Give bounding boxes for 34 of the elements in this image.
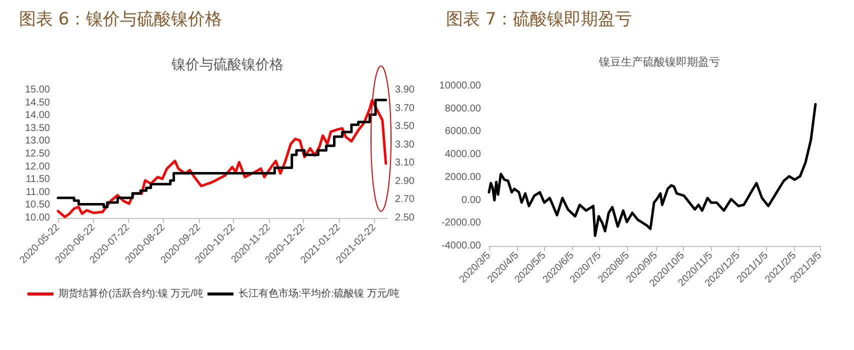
y-tick-label: 11.00 [26, 186, 50, 198]
y2-tick-label: 3.10 [395, 158, 415, 169]
y-tick-label: 10000.00 [439, 80, 482, 92]
chart-title: 图表 6：镍价与硫酸镍价格 [19, 10, 222, 30]
legend-label: 长江有色市场:平均价:硫酸镍 万元/吨 [238, 288, 400, 300]
y-tick-label: -2000.00 [442, 218, 482, 229]
y-tick-label: 14.50 [24, 97, 50, 108]
y-tick-label: 12.50 [24, 148, 50, 160]
y2-tick-label: 3.70 [395, 102, 415, 114]
y2-tick-label: 3.90 [395, 84, 415, 96]
y2-tick-label: 2.90 [395, 176, 415, 187]
y-tick-label: 14.00 [24, 110, 50, 122]
y-tick-label: 6000.00 [444, 126, 482, 138]
y-tick-label: 15.00 [24, 84, 50, 96]
line-series [488, 103, 817, 237]
y-tick-label: 12.00 [24, 161, 50, 172]
y2-tick-label: 2.70 [395, 194, 415, 206]
chart-subtitle: 镍价与硫酸镍价格 [170, 56, 284, 72]
y2-tick-label: 2.50 [395, 212, 415, 224]
legend-label: 期货结算价(活跃合约):镍 万元/吨 [58, 288, 204, 300]
y-tick-label: 13.50 [24, 122, 50, 134]
y-tick-label: 11.50 [26, 174, 50, 186]
y-tick-label: 8000.00 [444, 103, 482, 114]
y-tick-label: 4000.00 [444, 149, 482, 160]
y-tick-label: 13.00 [24, 136, 50, 147]
y-tick-label: 2000.00 [444, 172, 482, 183]
y2-tick-label: 3.30 [395, 139, 415, 150]
y-tick-label: 10.00 [24, 212, 50, 224]
y2-tick-label: 3.50 [395, 121, 415, 132]
y-tick-label: 0.00 [462, 194, 482, 206]
chart-title: 图表 7：硫酸镍即期盈亏 [446, 10, 632, 30]
y-tick-label: -4000.00 [442, 240, 482, 252]
chart-subtitle: 镍豆生产硫酸镍即期盈亏 [598, 56, 720, 68]
y-tick-label: 10.50 [24, 200, 50, 211]
